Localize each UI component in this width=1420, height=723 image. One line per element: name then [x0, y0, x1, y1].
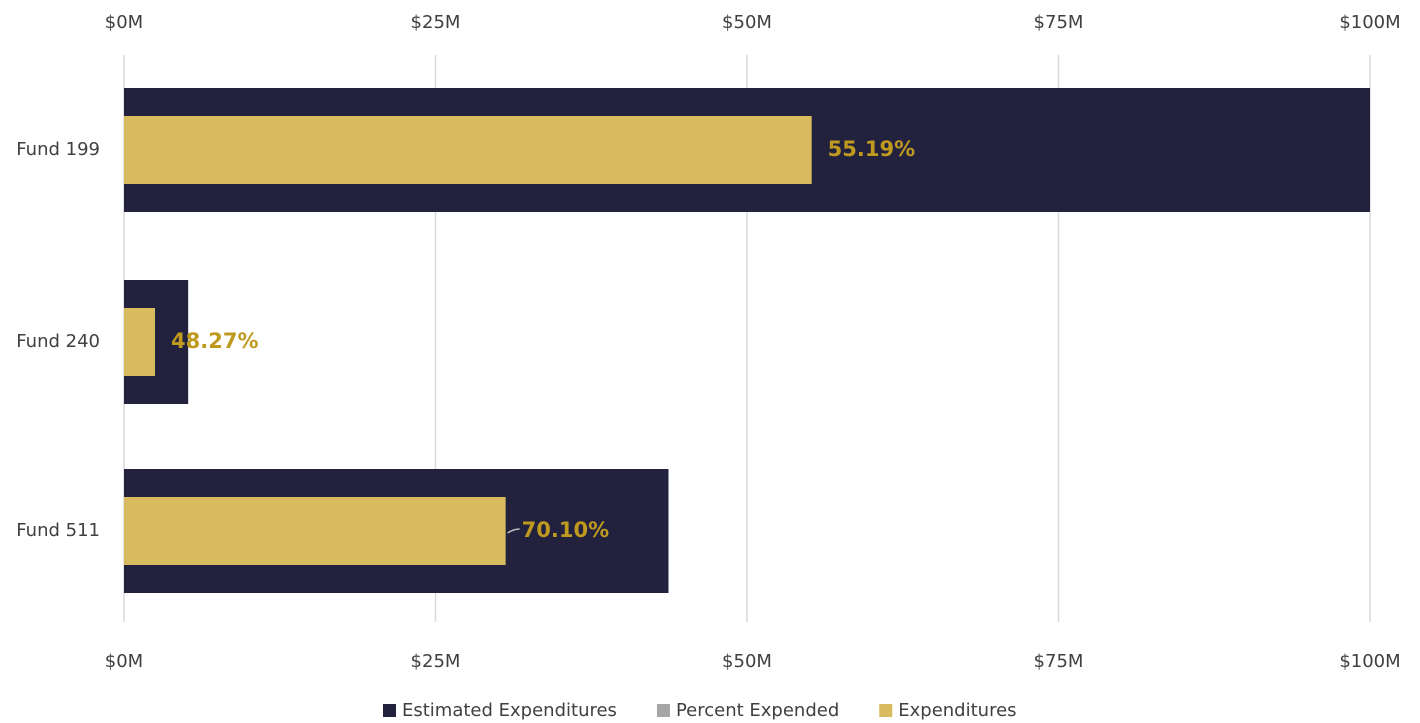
x-tick-label-bottom: $0M — [105, 651, 143, 672]
x-tick-label-top: $75M — [1034, 12, 1084, 33]
data-label: 48.27% — [171, 329, 258, 353]
bar — [124, 116, 812, 184]
y-tick-label: Fund 240 — [16, 331, 100, 352]
x-tick-label-top: $0M — [105, 12, 143, 33]
bar — [124, 308, 156, 376]
data-label: 70.10% — [522, 518, 609, 542]
leader-line — [507, 528, 520, 534]
x-tick-label-bottom: $75M — [1034, 651, 1084, 672]
data-label: 55.19% — [828, 137, 915, 161]
legend-label: Estimated Expenditures — [402, 700, 617, 721]
bar — [124, 497, 506, 565]
x-tick-label-top: $100M — [1339, 12, 1400, 33]
y-tick-label: Fund 199 — [16, 139, 100, 160]
y-tick-label: Fund 511 — [16, 520, 100, 541]
legend-label: Percent Expended — [676, 700, 839, 721]
x-tick-label-top: $50M — [722, 12, 772, 33]
legend-swatch — [383, 704, 396, 717]
x-tick-label-top: $25M — [411, 12, 461, 33]
x-tick-label-bottom: $25M — [411, 651, 461, 672]
legend-label: Expenditures — [898, 700, 1016, 721]
legend-swatch — [656, 704, 670, 717]
x-tick-label-bottom: $50M — [722, 651, 772, 672]
legend-swatch — [879, 704, 893, 717]
x-tick-label-bottom: $100M — [1339, 651, 1400, 672]
